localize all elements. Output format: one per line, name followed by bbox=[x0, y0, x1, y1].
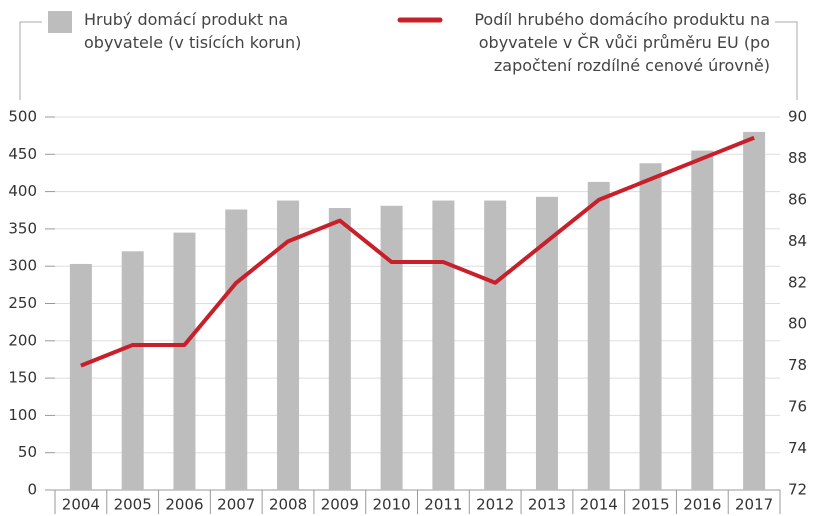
y2-tick-label: 88 bbox=[788, 149, 807, 167]
bar bbox=[432, 200, 455, 490]
y-tick-label: 200 bbox=[8, 331, 37, 349]
legend-frame bbox=[775, 21, 798, 100]
bar bbox=[328, 208, 351, 490]
bar bbox=[587, 181, 610, 491]
x-tick-label: 2016 bbox=[683, 496, 721, 514]
bar bbox=[743, 131, 766, 491]
y2-tick-label: 84 bbox=[788, 232, 807, 250]
y2-tick-label: 74 bbox=[788, 439, 807, 457]
y2-tick-label: 76 bbox=[788, 398, 807, 416]
x-tick-label: 2012 bbox=[476, 496, 514, 514]
y2-tick-label: 90 bbox=[788, 108, 807, 126]
y2-tick-label: 86 bbox=[788, 190, 807, 208]
y-tick-label: 300 bbox=[8, 257, 37, 275]
bar bbox=[535, 196, 558, 490]
x-tick-label: 2011 bbox=[424, 496, 462, 514]
bar bbox=[691, 150, 714, 490]
y-tick-label: 450 bbox=[8, 145, 37, 163]
x-tick-label: 2017 bbox=[735, 496, 773, 514]
x-tick-label: 2007 bbox=[217, 496, 255, 514]
y-tick-label: 50 bbox=[18, 443, 37, 461]
x-tick-label: 2005 bbox=[114, 496, 152, 514]
bar bbox=[69, 263, 92, 490]
bar bbox=[121, 251, 144, 490]
y-tick-label: 400 bbox=[8, 182, 37, 200]
y2-tick-label: 82 bbox=[788, 273, 807, 291]
x-tick-label: 2013 bbox=[528, 496, 566, 514]
x-tick-label: 2010 bbox=[373, 496, 411, 514]
x-tick-label: 2009 bbox=[321, 496, 359, 514]
x-tick-label: 2014 bbox=[580, 496, 618, 514]
x-tick-label: 2015 bbox=[631, 496, 669, 514]
y-tick-label: 350 bbox=[8, 219, 37, 237]
y2-tick-label: 78 bbox=[788, 356, 807, 374]
y2-tick-label: 80 bbox=[788, 315, 807, 333]
legend-label: Podíl hrubého domácího produktu na obyva… bbox=[474, 10, 770, 75]
x-tick-label: 2004 bbox=[62, 496, 100, 514]
x-tick-label: 2006 bbox=[165, 496, 203, 514]
bar bbox=[639, 163, 662, 490]
y-tick-label: 500 bbox=[8, 108, 37, 126]
bar bbox=[484, 200, 507, 490]
y2-tick-label: 72 bbox=[788, 481, 807, 499]
y-tick-label: 150 bbox=[8, 369, 37, 387]
line bbox=[80, 135, 755, 368]
x-tick-label: 2008 bbox=[269, 496, 307, 514]
legend-swatch bbox=[48, 11, 72, 33]
legend-label: Hrubý domácí produkt na obyvatele (v tis… bbox=[84, 10, 302, 52]
bar bbox=[277, 200, 300, 490]
y-tick-label: 250 bbox=[8, 294, 37, 312]
bar bbox=[380, 205, 403, 491]
bar bbox=[173, 232, 196, 490]
legend-frame bbox=[19, 21, 42, 100]
y-tick-label: 100 bbox=[8, 406, 37, 424]
y-tick-label: 0 bbox=[27, 481, 37, 499]
bar bbox=[225, 209, 248, 490]
